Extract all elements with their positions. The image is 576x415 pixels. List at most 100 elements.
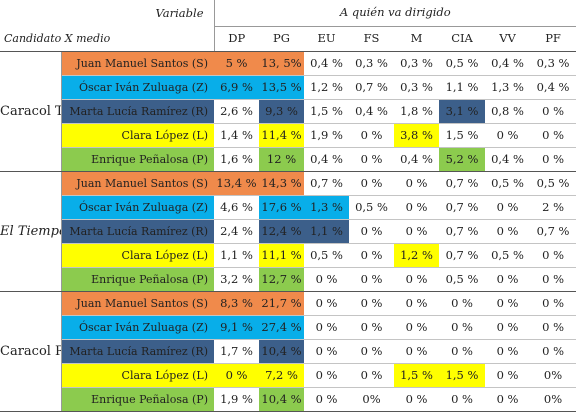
table-row: Marta Lucía Ramírez (R) 2,6 % 9,3 % 1,5 % 0,… (0, 99, 576, 124)
value-cell: 0,5 % (485, 171, 531, 196)
value-cell: 1,5 % (394, 363, 440, 388)
value-cell: 0 % (485, 267, 531, 292)
table-row: Óscar Iván Zuluaga (Z) 9,1 % 27,4 % 0 % 0 % 0… (0, 315, 576, 340)
value-cell: 2,4 % (214, 219, 260, 244)
value-cell: 0 % (349, 291, 395, 316)
candidate-cell: Clara López (L) (61, 243, 215, 268)
table-row: Enrique Peñalosa (P) 1,6 % 12 % 0,4 % 0 % 0,4… (0, 147, 576, 172)
value-cell: 0,5 % (530, 171, 576, 196)
value-cell: 0,4 % (394, 147, 440, 172)
value-cell: 0,5 % (439, 51, 486, 76)
value-cell: 0 % (530, 315, 576, 340)
value-cell: 1,9 % (304, 123, 350, 148)
value-cell: 0 % (485, 291, 531, 316)
value-cell: 0,5 % (485, 243, 531, 268)
value-cell: 0 % (349, 123, 395, 148)
column-header: EU (304, 26, 350, 52)
corner-label: Candidato X medio (0, 26, 215, 52)
value-cell: 12,7 % (259, 267, 305, 292)
value-cell: 3,2 % (214, 267, 260, 292)
value-cell: 10,4 % (259, 339, 305, 364)
media-label: El Tiempo (0, 171, 62, 292)
value-cell: 1,5 % (439, 363, 486, 388)
candidate-cell: Marta Lucía Ramírez (R) (61, 339, 215, 364)
value-cell: 0 % (530, 99, 576, 124)
table-row: Clara López (L) 0 % 7,2 % 0 % 0 % 1,5 % 1,5 % 0… (0, 363, 576, 388)
value-cell: 14,3 % (259, 171, 305, 196)
value-cell: 0 % (485, 123, 531, 148)
value-cell: 0 % (530, 243, 576, 268)
table-row: Clara López (L) 1,1 % 11,1 % 0,5 % 0 % 1,2 % 0… (0, 243, 576, 268)
header-row-variable: Variable A quién va dirigido (0, 0, 576, 27)
value-cell: 1,8 % (394, 99, 440, 124)
value-cell: 1,6 % (214, 147, 260, 172)
value-cell: 1,2 % (394, 243, 440, 268)
value-cell: 0 % (439, 291, 486, 316)
value-cell: 0 % (304, 387, 350, 412)
value-cell: 0 % (530, 339, 576, 364)
table-row: Caracol TVJuan Manuel Santos (S)5 %13, 5… (0, 51, 576, 172)
value-cell: 8,3 % (214, 291, 260, 316)
value-cell: 0 % (530, 291, 576, 316)
value-cell: 17,6 % (259, 195, 305, 220)
value-cell: 1,1 % (214, 243, 260, 268)
value-cell: 0 % (304, 339, 350, 364)
value-cell: 1,9 % (214, 387, 260, 412)
value-cell: 0,4 % (304, 147, 350, 172)
column-header: CIA (439, 26, 486, 52)
value-cell: 13,4 % (214, 171, 260, 196)
value-cell: 13, 5% (259, 51, 305, 76)
value-cell: 0,7 % (439, 171, 486, 196)
value-cell: 0 % (304, 363, 350, 388)
value-cell: 0 % (485, 195, 531, 220)
value-cell: 1,5 % (439, 123, 486, 148)
value-cell: 0 % (394, 387, 440, 412)
column-header: VV (485, 26, 531, 52)
table-row: Óscar Iván Zuluaga (Z) 6,9 % 13,5 % 1,2 % 0,… (0, 75, 576, 100)
table-row: Marta Lucía Ramírez (R) 2,4 % 12,4 % 1,1 % 0… (0, 219, 576, 244)
value-cell: 1,3 % (485, 75, 531, 100)
value-cell: 0 % (394, 267, 440, 292)
candidate-cell: Óscar Iván Zuluaga (Z) (61, 195, 215, 220)
column-header: FS (349, 26, 395, 52)
value-cell: 0 % (394, 171, 440, 196)
candidate-cell: Enrique Peñalosa (P) (61, 267, 215, 292)
media-label: Caracol Radio (0, 291, 62, 412)
candidate-cell: Clara López (L) (61, 123, 215, 148)
table-body: Caracol TVJuan Manuel Santos (S) 5 %13, 5… (0, 51, 576, 412)
target-label: A quién va dirigido (214, 0, 576, 27)
value-cell: 0 % (349, 171, 395, 196)
table-row: Óscar Iván Zuluaga (Z) 4,6 % 17,6 % 1,3 % 0,… (0, 195, 576, 220)
value-cell: 6,9 % (214, 75, 260, 100)
value-cell: 0 % (439, 339, 486, 364)
value-cell: 21,7 % (259, 291, 305, 316)
value-cell: 0 % (349, 219, 395, 244)
candidate-cell: Óscar Iván Zuluaga (Z) (61, 75, 215, 100)
value-cell: 0 % (439, 315, 486, 340)
value-cell: 11,4 % (259, 123, 305, 148)
value-cell: 0 % (349, 267, 395, 292)
value-cell: 0,7 % (349, 75, 395, 100)
value-cell: 1,7 % (214, 339, 260, 364)
value-cell: 5,2 % (439, 147, 486, 172)
value-cell: 1,2 % (304, 75, 350, 100)
value-cell: 0,7 % (439, 219, 486, 244)
value-cell: 0,4 % (530, 75, 576, 100)
value-cell: 0,8 % (485, 99, 531, 124)
table-row: El Tiempo Juan Manuel Santos (S) 13,4 % 14,… (0, 171, 576, 292)
table-row: Caracol RadioJuan Manuel Santos (S)8,3 %… (0, 291, 576, 412)
candidate-cell: Juan Manuel Santos (S) (61, 171, 215, 196)
media-label: Caracol TV (0, 51, 62, 172)
value-cell: 0 % (394, 339, 440, 364)
value-cell: 5 % (214, 51, 260, 76)
value-cell: 0,3 % (394, 75, 440, 100)
value-cell: 0,3 % (530, 51, 576, 76)
value-cell: 0 % (349, 363, 395, 388)
value-cell: 27,4 % (259, 315, 305, 340)
value-cell: 9,1 % (214, 315, 260, 340)
candidate-cell: Marta Lucía Ramírez (R) (61, 219, 215, 244)
value-cell: 0 % (214, 363, 260, 388)
value-cell: 0% (530, 363, 576, 388)
value-cell: 10,4 % (259, 387, 305, 412)
